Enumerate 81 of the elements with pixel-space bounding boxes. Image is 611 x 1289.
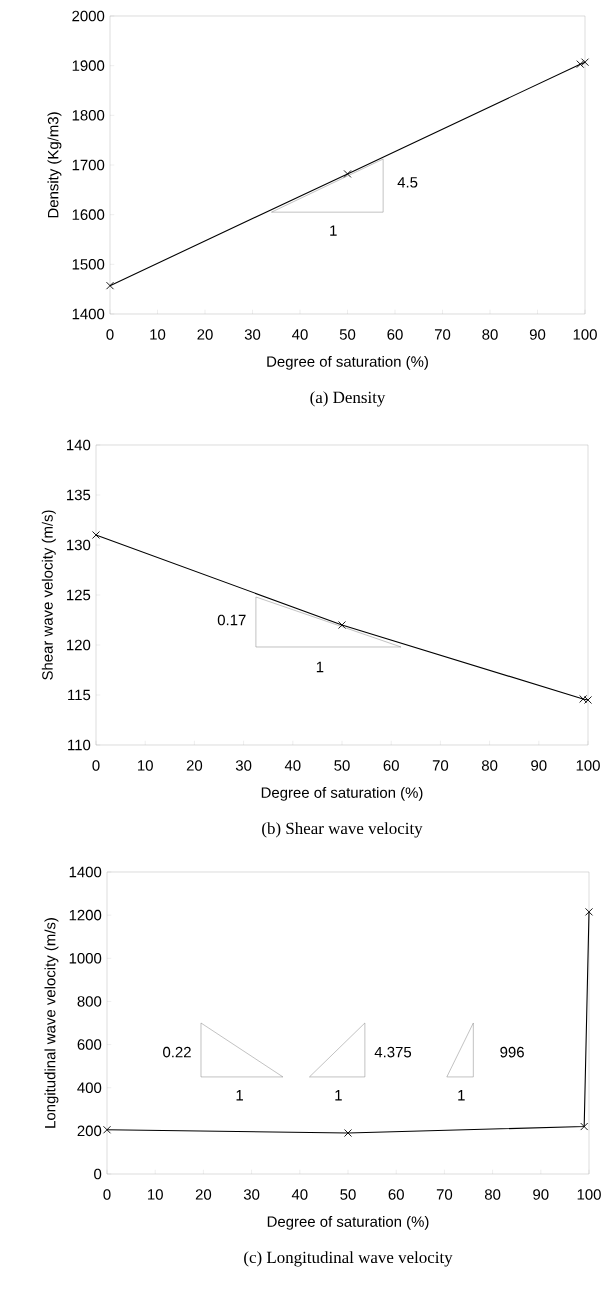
y-axis-title: Longitudinal wave velocity (m/s)	[44, 918, 59, 1128]
point	[576, 60, 585, 69]
x-tick-label: 70	[432, 760, 449, 771]
text: (a) Density	[310, 391, 386, 407]
y-tick-label: 1800	[72, 110, 105, 121]
point	[338, 621, 346, 629]
x-tick-label: 60	[387, 329, 403, 340]
y-tick-label: 140	[67, 439, 91, 451]
y-tick-label: 115	[68, 689, 91, 701]
y-tick-label: 800	[77, 996, 102, 1007]
point	[92, 531, 100, 539]
x-tick-label: 90	[531, 760, 547, 771]
text: (c) Longitudinal wave velocity	[244, 1251, 453, 1267]
y-axis-title: Shear wave velocity (m/s)	[41, 510, 56, 680]
y-tick-label: 400	[77, 1082, 102, 1093]
annotation: 1	[316, 661, 324, 673]
x-tick-label: 100	[576, 760, 600, 771]
y-tick-label: 1600	[72, 209, 105, 220]
x-tick-label: 10	[138, 760, 153, 771]
x-tick-label: 40	[284, 760, 301, 771]
annotation: 1	[236, 1090, 243, 1101]
x-tick-label: 80	[481, 760, 498, 771]
x-tick-label: 50	[340, 1189, 356, 1200]
y-tick-label: 200	[77, 1125, 102, 1137]
y-tick-label: 130	[67, 539, 91, 551]
point	[580, 1122, 589, 1131]
x-tick-label: 80	[484, 1189, 501, 1200]
point	[581, 58, 589, 67]
x-tick-label: 90	[533, 1189, 549, 1200]
annotation: 0.22	[163, 1046, 191, 1058]
x-tick-label: 40	[291, 1189, 308, 1200]
text: (b) Shear wave velocity	[262, 822, 423, 838]
annotation: 0.17	[217, 614, 246, 626]
point	[585, 907, 593, 916]
x-tick-label: 70	[434, 329, 451, 340]
y-axis-title: Density (Kg/m3)	[47, 112, 62, 218]
y-tick-label: 600	[77, 1039, 102, 1050]
x-axis-title: Degree of saturation (%)	[261, 786, 423, 801]
point	[343, 169, 352, 178]
y-tick-label: 2000	[72, 10, 105, 22]
point	[106, 281, 114, 290]
x-tick-label: 20	[186, 760, 203, 771]
x-axis-title: Degree of saturation (%)	[267, 355, 428, 370]
point	[103, 1125, 111, 1134]
annotation: 1	[458, 1090, 465, 1101]
x-tick-label: 30	[235, 760, 252, 771]
y-tick-label: 1400	[72, 308, 105, 320]
x-tick-label: 20	[197, 329, 213, 340]
y-tick-label: 0	[94, 1168, 102, 1180]
annotation: 996	[500, 1046, 524, 1058]
x-tick-label: 90	[529, 329, 546, 340]
annotation: 4.5	[397, 177, 418, 188]
y-tick-label: 110	[68, 739, 91, 751]
x-tick-label: 80	[482, 329, 498, 340]
y-tick-label: 125	[67, 589, 91, 601]
y-tick-label: 1900	[72, 60, 105, 71]
y-tick-label: 1000	[69, 952, 102, 964]
x-tick-label: 10	[148, 1189, 163, 1200]
x-tick-label: 50	[334, 760, 350, 771]
x-tick-label: 60	[383, 760, 399, 771]
x-tick-label: 30	[244, 329, 261, 340]
x-tick-label: 20	[195, 1189, 212, 1200]
x-tick-label: 0	[106, 329, 114, 340]
y-tick-label: 1700	[72, 159, 105, 171]
y-tick-label: 135	[67, 489, 91, 501]
y-tick-label: 120	[67, 639, 91, 651]
x-tick-label: 30	[243, 1189, 260, 1200]
x-tick-label: 70	[436, 1189, 453, 1200]
annotation: 1	[335, 1090, 342, 1101]
x-tick-label: 100	[577, 1189, 601, 1200]
x-tick-label: 10	[150, 329, 166, 340]
y-tick-label: 1200	[69, 909, 102, 921]
x-tick-label: 50	[339, 329, 356, 340]
x-tick-label: 100	[573, 329, 597, 340]
x-tick-label: 40	[292, 329, 308, 340]
y-tick-label: 1400	[69, 866, 102, 878]
annotation: 4.375	[374, 1046, 412, 1058]
annotation: 1	[330, 225, 337, 236]
x-tick-label: 60	[388, 1189, 404, 1200]
x-axis-title: Degree of saturation (%)	[267, 1215, 429, 1230]
y-tick-label: 1500	[72, 259, 105, 270]
